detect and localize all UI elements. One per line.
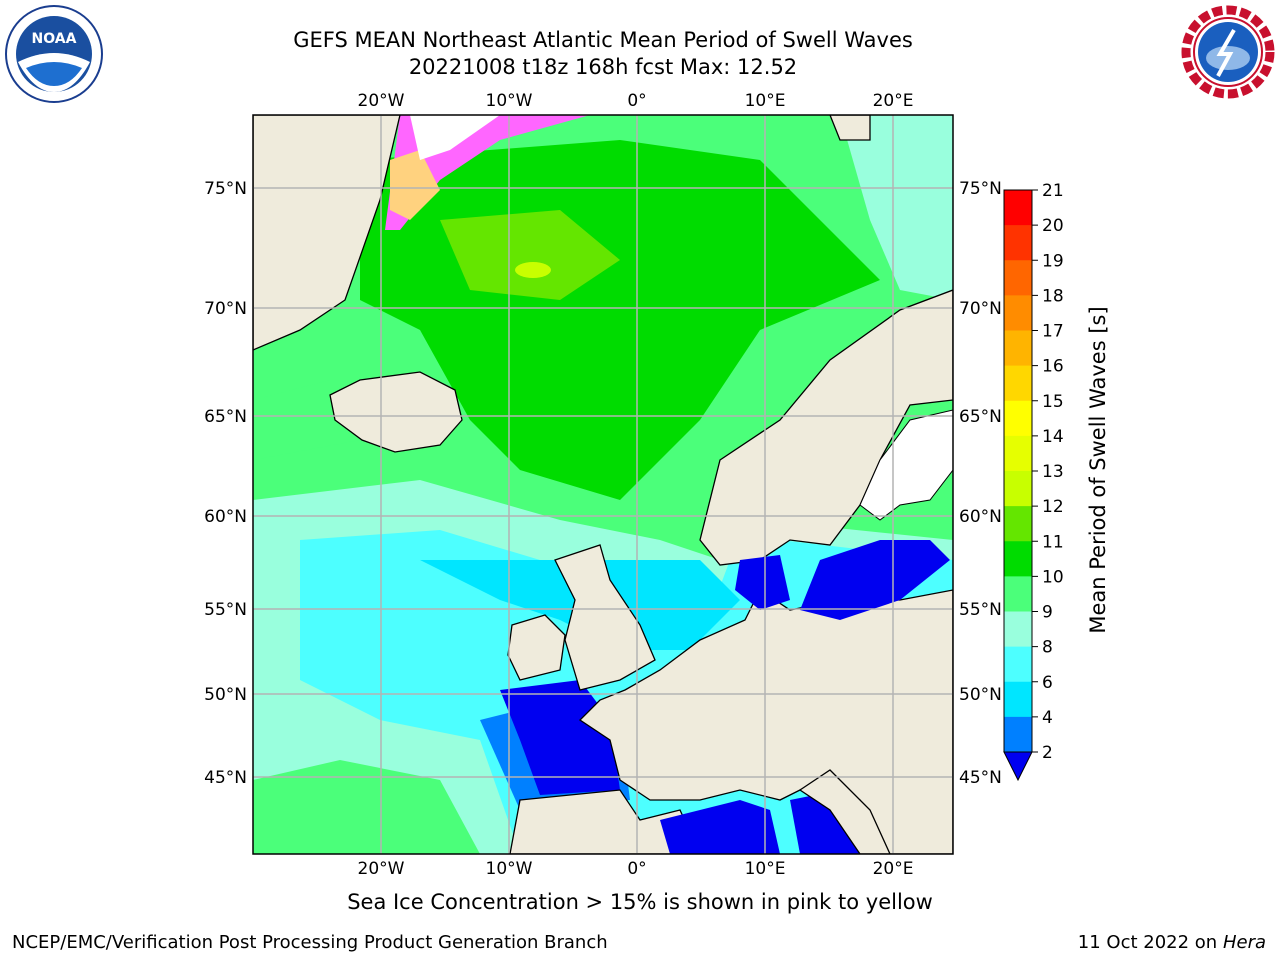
colorbar-segment	[1004, 330, 1032, 367]
colorbar-segment	[1004, 541, 1032, 577]
colorbar-segment	[1004, 190, 1032, 226]
lat-label-right: 45°N	[959, 768, 1002, 788]
lon-label-top: 20°E	[873, 91, 914, 111]
lon-label-top: 20°W	[358, 91, 405, 111]
gridlines	[253, 115, 953, 854]
colorbar-tick-label: 8	[1042, 638, 1053, 658]
lat-label-left: 70°N	[204, 299, 247, 319]
lat-label-right: 65°N	[959, 407, 1002, 427]
footer-date: 11 Oct 2022 on Hera	[1078, 932, 1266, 953]
colorbar-tick-label: 16	[1042, 357, 1064, 377]
ireland	[507, 614, 566, 681]
colorbar-tick-label: 6	[1042, 673, 1053, 693]
lon-label-top: 10°E	[745, 91, 786, 111]
colorbar-tick-label: 12	[1042, 497, 1064, 517]
colorbar-segment	[1004, 260, 1032, 296]
colorbar-segment	[1004, 435, 1032, 472]
lat-label-left: 60°N	[204, 507, 247, 527]
colorbar-extend-arrow	[1003, 751, 1033, 782]
chart-title: GEFS MEAN Northeast Atlantic Mean Period…	[293, 28, 913, 52]
noaa-logo-text: NOAA	[32, 31, 77, 47]
colorbar-segment	[1004, 295, 1032, 331]
colorbar-tick-label: 11	[1042, 532, 1064, 552]
colorbar-tick-label: 2	[1042, 743, 1053, 763]
colorbar-segment	[1004, 225, 1032, 261]
lon-label-bottom: 10°E	[745, 859, 786, 879]
lon-label-bottom: 10°W	[486, 859, 533, 879]
colorbar-tick-label: 4	[1042, 708, 1053, 728]
lon-label-bottom: 20°W	[358, 859, 405, 879]
swell-field-12s	[440, 210, 620, 300]
map-frame	[252, 114, 954, 855]
lat-label-left: 55°N	[204, 600, 247, 620]
lon-label-top: 0°	[627, 91, 646, 111]
swell-field-low	[500, 680, 620, 795]
colorbar-segment	[1004, 611, 1032, 648]
colorbar-tick-label: 15	[1042, 392, 1064, 412]
lat-label-left: 65°N	[204, 407, 247, 427]
colorbar-segment	[1004, 471, 1032, 507]
colorbar-label: Mean Period of Swell Waves [s]	[1086, 306, 1110, 634]
lat-label-right: 70°N	[959, 299, 1002, 319]
colorbar-segment	[1004, 576, 1032, 612]
colorbar: 21 20 19 18 17 16 15 14 13 12 11 10 9 8 6 4 2	[1003, 181, 1064, 782]
lon-label-top: 10°W	[486, 91, 533, 111]
scandinavia	[699, 289, 953, 566]
lon-label-bottom: 20°E	[873, 859, 914, 879]
colorbar-tick-label: 9	[1042, 603, 1053, 623]
iceland	[329, 371, 463, 453]
colorbar-tick-label: 10	[1042, 567, 1064, 587]
map-area	[253, 115, 953, 854]
footer-host: Hera	[1222, 932, 1266, 953]
svalbard	[829, 115, 871, 141]
colorbar-segment	[1004, 646, 1032, 683]
lon-label-bottom: 0°	[627, 859, 646, 879]
footer-credit: NCEP/EMC/Verification Post Processing Pr…	[12, 932, 608, 953]
colorbar-tick-label: 14	[1042, 427, 1064, 447]
lat-label-right: 50°N	[959, 685, 1002, 705]
sea-ice-caption: Sea Ice Concentration > 15% is shown in …	[347, 890, 933, 914]
lat-label-right: 55°N	[959, 600, 1002, 620]
colorbar-tick-label: 20	[1042, 216, 1064, 236]
lat-label-left: 50°N	[204, 685, 247, 705]
colorbar-tick-label: 19	[1042, 251, 1064, 271]
colorbar-segment	[1004, 400, 1032, 437]
lat-label-right: 75°N	[959, 179, 1002, 199]
colorbar-segment	[1004, 506, 1032, 542]
colorbar-segment	[1004, 365, 1032, 402]
lat-label-left: 45°N	[204, 768, 247, 788]
lat-label-right: 60°N	[959, 507, 1002, 527]
italy	[798, 769, 891, 854]
colorbar-tick-label: 18	[1042, 286, 1064, 306]
nws-logo	[1181, 5, 1275, 99]
noaa-logo: NOAA	[5, 5, 103, 103]
colorbar-tick-label: 17	[1042, 322, 1064, 342]
colorbar-segment	[1004, 681, 1032, 718]
greenland	[253, 115, 401, 351]
colorbar-segment	[1004, 716, 1032, 753]
footer-date-text: 11 Oct 2022 on	[1077, 932, 1223, 953]
iberia	[509, 789, 701, 854]
lat-label-left: 75°N	[204, 179, 247, 199]
colorbar-tick-label: 21	[1042, 181, 1064, 201]
baltic-sea	[800, 540, 950, 620]
chart-subtitle: 20221008 t18z 168h fcst Max: 12.52	[408, 55, 798, 79]
gulf-of-bothnia	[859, 409, 953, 521]
colorbar-tick-label: 13	[1042, 462, 1064, 482]
